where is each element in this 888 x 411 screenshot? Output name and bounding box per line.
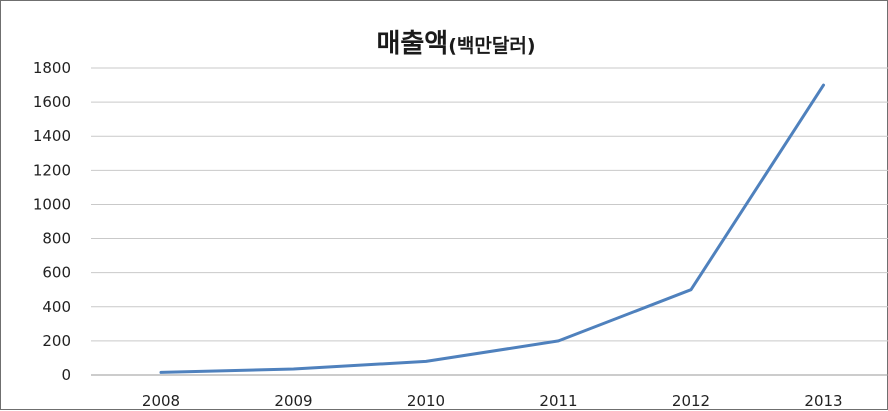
y-tick-label: 400 xyxy=(42,298,71,316)
x-tick-label: 2011 xyxy=(539,392,577,410)
y-tick-label: 1800 xyxy=(33,59,71,77)
y-tick-label: 0 xyxy=(61,366,71,384)
y-tick-label: 200 xyxy=(42,332,71,350)
series-line-0 xyxy=(159,83,825,374)
y-tick-label: 800 xyxy=(42,230,71,248)
y-axis-ticks: 0 200 400 600 800 1000 1200 1400 1600 1800 xyxy=(33,59,71,384)
gridlines xyxy=(91,67,888,376)
y-tick-label: 600 xyxy=(42,264,71,282)
y-tick-label: 1000 xyxy=(33,195,71,213)
chart-title: 매출액(백만달러) xyxy=(376,29,535,59)
x-tick-label: 2012 xyxy=(672,392,710,410)
x-tick-label: 2008 xyxy=(142,392,180,410)
x-tick-label: 2009 xyxy=(274,392,312,410)
y-tick-label: 1200 xyxy=(33,161,71,179)
y-tick-label: 1600 xyxy=(33,93,71,111)
x-axis-ticks: 2008 2009 2010 2011 2012 2013 xyxy=(142,392,843,410)
series-layer xyxy=(159,83,825,374)
y-tick-label: 1400 xyxy=(33,127,71,145)
chart-title-main: 매출액 xyxy=(376,29,448,59)
x-tick-label: 2013 xyxy=(804,392,842,410)
chart-title-unit: (백만달러) xyxy=(448,35,535,57)
x-tick-label: 2010 xyxy=(407,392,445,410)
